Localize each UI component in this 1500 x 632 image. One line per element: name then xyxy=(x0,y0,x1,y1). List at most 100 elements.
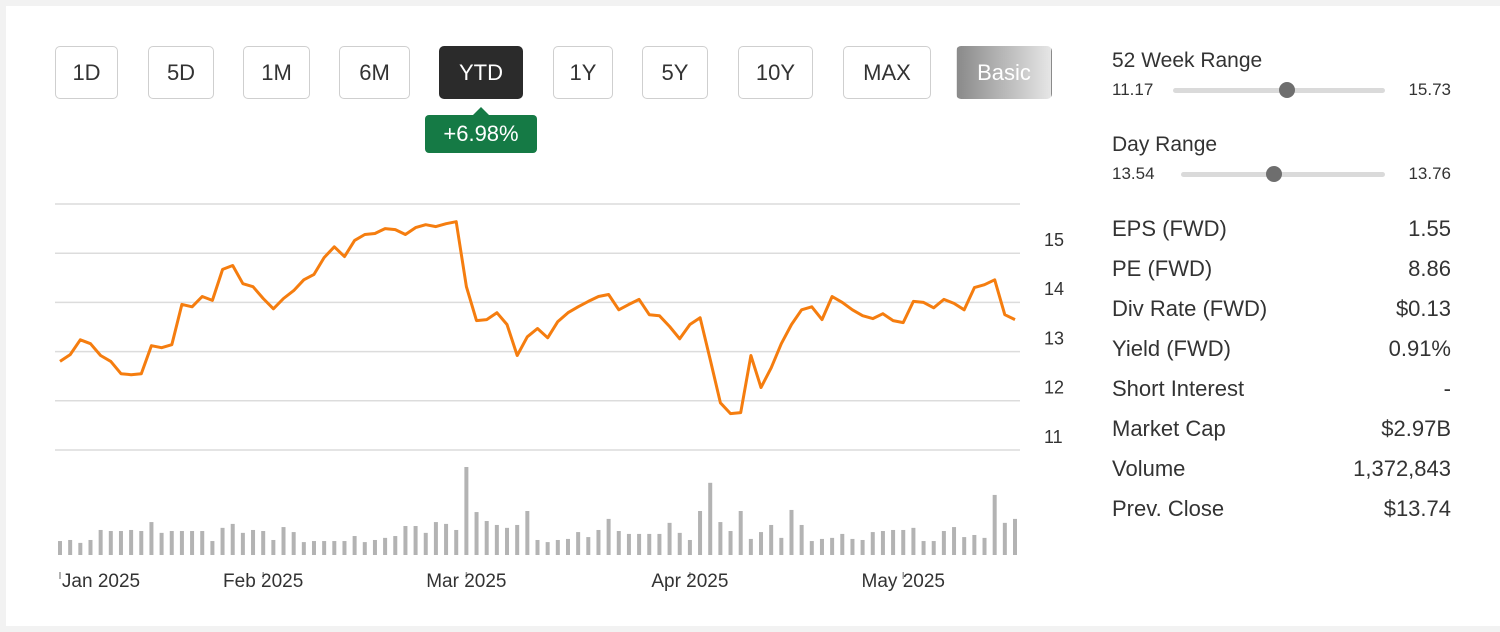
volume-bar xyxy=(982,537,987,555)
volume-bar xyxy=(576,532,581,555)
volume-bar xyxy=(362,542,367,555)
stat-value: 8.86 xyxy=(1408,256,1451,281)
volume-bar xyxy=(708,482,713,555)
volume-bar xyxy=(586,537,591,555)
volume-bar xyxy=(271,539,276,555)
volume-bar xyxy=(383,537,388,555)
stat-value: - xyxy=(1443,376,1451,401)
volume-bar xyxy=(494,524,499,555)
volume-bar xyxy=(454,529,459,555)
y-tick-label: 14 xyxy=(1044,279,1064,299)
volume-bar xyxy=(545,542,550,555)
range-button[interactable]: 1Y xyxy=(553,46,613,99)
volume-bar xyxy=(850,538,855,555)
volume-bar xyxy=(169,531,174,555)
stat-label: Market Cap xyxy=(1112,416,1226,441)
range-track xyxy=(1173,88,1385,93)
volume-bar xyxy=(596,529,601,555)
volume-bar xyxy=(68,539,73,555)
y-tick-label: 12 xyxy=(1044,378,1064,398)
volume-bar xyxy=(992,494,997,555)
volume-bar xyxy=(515,524,520,555)
stat-label: Yield (FWD) xyxy=(1112,336,1231,361)
volume-bar xyxy=(332,541,337,555)
range-button[interactable]: Basic xyxy=(956,46,1052,99)
volume-bar xyxy=(952,527,957,555)
volume-bar xyxy=(809,541,814,555)
volume-bar xyxy=(626,533,631,555)
volume-bar xyxy=(200,531,205,555)
range-high: 15.73 xyxy=(1408,80,1451,99)
volume-bar xyxy=(698,511,703,555)
stat-value: $13.74 xyxy=(1383,496,1451,521)
price-line xyxy=(59,220,1016,416)
volume-bar xyxy=(210,541,215,555)
volume-bar xyxy=(769,524,774,555)
volume-bar xyxy=(565,538,570,555)
range-button[interactable]: MAX xyxy=(843,46,931,99)
x-tick-label: Mar 2025 xyxy=(426,571,506,592)
volume-bar xyxy=(413,526,418,555)
range-button[interactable]: 10Y xyxy=(738,46,813,99)
volume-bar xyxy=(311,541,316,555)
volume-bar xyxy=(190,531,195,555)
volume-bar xyxy=(230,523,235,555)
volume-bar xyxy=(433,522,438,555)
volume-bar xyxy=(291,532,296,555)
stat-value: 0.91% xyxy=(1388,336,1451,361)
volume-bar xyxy=(799,524,804,555)
range-high: 13.76 xyxy=(1408,164,1451,183)
volume-bar xyxy=(352,536,357,555)
volume-bar xyxy=(149,522,154,555)
volume-bar xyxy=(962,537,967,555)
volume-bar xyxy=(220,527,225,555)
range-button[interactable]: 5Y xyxy=(642,46,708,99)
range-button[interactable]: 5D xyxy=(148,46,214,99)
volume-bar xyxy=(464,467,469,555)
volume-bar xyxy=(474,512,479,555)
volume-bar xyxy=(555,539,560,555)
volume-bar xyxy=(972,534,977,555)
volume-bar xyxy=(687,539,692,555)
volume-bar xyxy=(98,529,103,555)
volume-bar xyxy=(738,511,743,555)
volume-bar xyxy=(657,533,662,555)
volume-bar xyxy=(870,532,875,555)
y-tick-label: 13 xyxy=(1044,328,1064,348)
volume-bar xyxy=(535,539,540,555)
volume-bar xyxy=(921,541,926,555)
volume-bar xyxy=(931,541,936,555)
volume-bar xyxy=(891,529,896,555)
volume-bar xyxy=(88,539,93,555)
stat-label: EPS (FWD) xyxy=(1112,216,1227,241)
volume-bar xyxy=(139,531,144,555)
stat-label: Div Rate (FWD) xyxy=(1112,296,1268,321)
volume-bar xyxy=(759,532,764,555)
volume-bar xyxy=(901,529,906,555)
volume-bar xyxy=(403,526,408,555)
x-tick-label: May 2025 xyxy=(862,571,945,592)
stat-label: Prev. Close xyxy=(1112,496,1225,521)
volume-bar xyxy=(819,538,824,555)
volume-bar xyxy=(261,531,266,555)
volume-bar xyxy=(616,531,621,555)
volume-bar xyxy=(911,527,916,555)
range-button[interactable]: 6M xyxy=(339,46,410,99)
volume-bar xyxy=(108,531,113,555)
x-tick-label: Jan 2025 xyxy=(62,571,140,592)
quote-widget: 1D 5D 1M 6M YTD 1Y 5Y 10Y MAX Basic +6.98% 11 12 13… xyxy=(6,6,1500,626)
volume-bar xyxy=(840,533,845,555)
volume-bar xyxy=(525,511,530,555)
y-tick-label: 15 xyxy=(1044,230,1064,250)
range-low: 13.54 xyxy=(1112,164,1155,183)
volume-bar xyxy=(129,529,134,555)
volume-bar xyxy=(779,537,784,555)
change-badge: +6.98% xyxy=(425,107,537,153)
volume-bar xyxy=(1013,518,1017,555)
volume-bar xyxy=(830,537,835,555)
range-button[interactable]: 1M xyxy=(243,46,310,99)
volume-bar xyxy=(647,533,652,555)
range-button[interactable]: YTD xyxy=(439,46,523,99)
range-button[interactable]: 1D xyxy=(55,46,118,99)
stat-value: 1,372,843 xyxy=(1353,456,1451,481)
